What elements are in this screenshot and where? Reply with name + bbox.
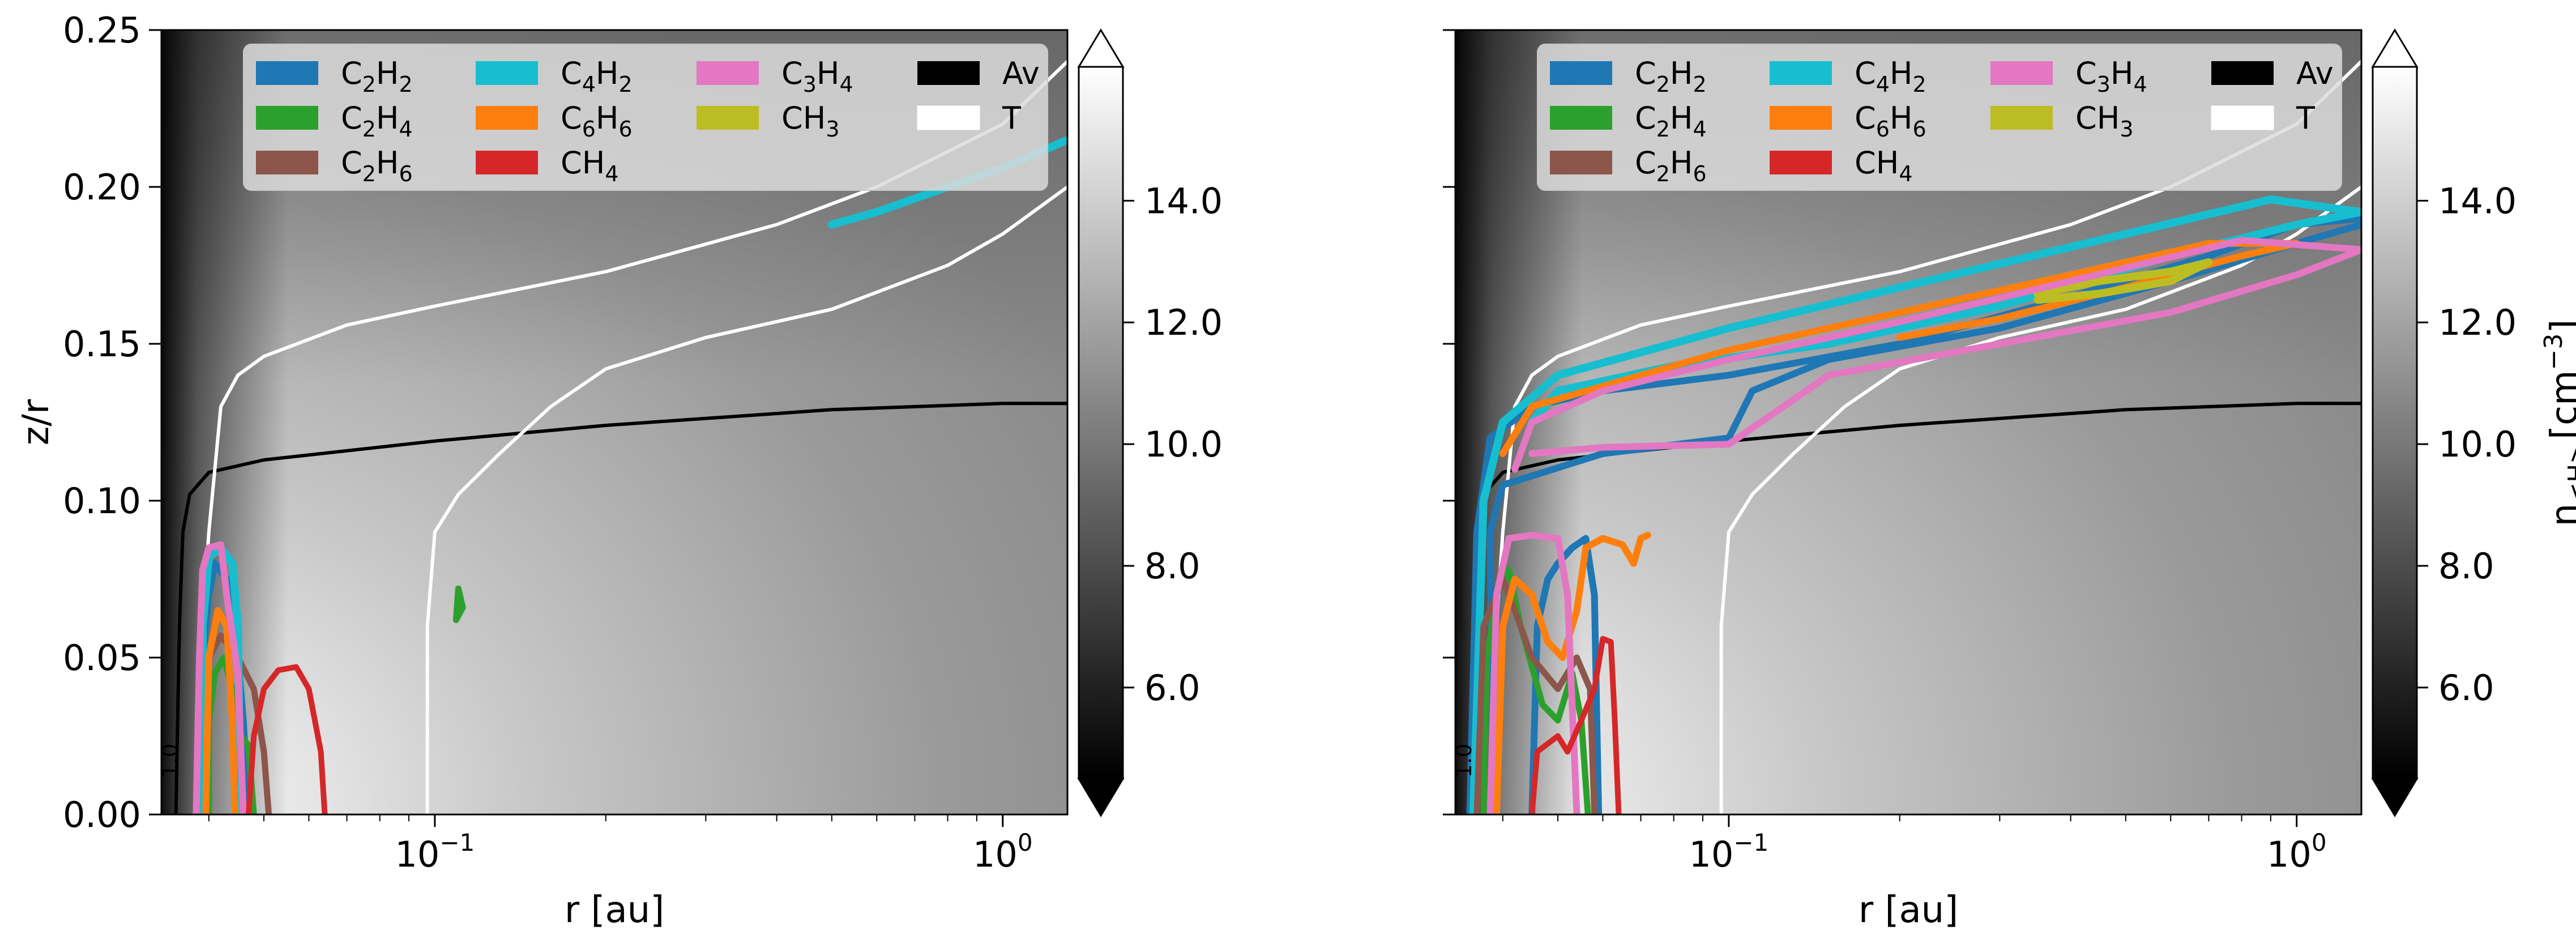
legend-swatch — [476, 151, 538, 174]
legend-label: Av — [2296, 56, 2334, 91]
legend-label: T — [1002, 100, 1022, 136]
colorbar: 6.0 8.0 10.0 12.0 14.0 6.0 8.0 10.0 12.0 14.0 n<H>… — [1077, 28, 2576, 817]
x-tick-label: 100 — [2267, 829, 2327, 875]
line-c3h4_high — [1511, 237, 2361, 473]
legend-label: C6H6 — [1855, 100, 1926, 142]
y-tick-label: 0.00 — [63, 794, 141, 835]
legend-label: C2H2 — [341, 56, 413, 97]
legend-label: CH4 — [1855, 145, 1913, 186]
colorbar-tick-label: 14.0 — [2438, 180, 2517, 221]
legend-swatch — [256, 61, 318, 85]
y-tick-label: 0.20 — [63, 167, 141, 208]
colorbar-label: n<H>[cm−3] — [2539, 319, 2576, 527]
legend-label: C2H4 — [341, 100, 413, 142]
colorbar-extend-min — [1077, 778, 1125, 817]
legend-label: CH3 — [2075, 100, 2134, 142]
legend-swatch — [1770, 106, 1832, 130]
legend-box — [1537, 44, 2342, 191]
y-axis-label: z/r — [15, 399, 57, 445]
legend-label: C6H6 — [561, 100, 633, 142]
legend-swatch — [2211, 61, 2274, 85]
line-ch4 — [246, 664, 328, 814]
axes-frame — [1454, 29, 2363, 816]
legend-swatch — [917, 61, 980, 85]
x-axis-label: r [au] — [565, 889, 664, 931]
line-t_lower — [425, 185, 1067, 814]
legend-label: T — [2296, 100, 2316, 136]
y-tick-label: 0.05 — [63, 637, 141, 679]
line-c6h6 — [202, 607, 239, 814]
line-c3h4 — [1486, 531, 1580, 814]
legend-label: CH4 — [561, 145, 619, 186]
legend-swatch — [917, 105, 980, 130]
legend-label: CH3 — [781, 100, 840, 142]
legend-swatch — [1990, 61, 2053, 85]
legend-swatch — [697, 61, 759, 85]
colorbar-tick-label: 8.0 — [1144, 545, 1201, 587]
legend-label: Av — [1002, 56, 1040, 91]
legend-label: C4H2 — [1855, 56, 1926, 97]
line-ch4 — [1529, 636, 1622, 814]
legend-swatch — [2211, 105, 2274, 130]
x-tick-label: 10−1 — [1689, 829, 1768, 875]
line-c2h4 — [1480, 566, 1591, 814]
line-ch3 — [2034, 258, 2213, 304]
colorbar-tick-label: 10.0 — [2438, 424, 2517, 465]
colorbar-tick-label: 6.0 — [2438, 667, 2494, 709]
right-panel: 1.0 10−1 100 r [au] C2H2 C4H2 C3H4 Av C2H4 C6H6… — [1443, 29, 2363, 931]
colorbar-extend-max — [1077, 28, 1125, 68]
line-c6h6 — [1493, 531, 1651, 814]
y-tick-label: 0.10 — [63, 480, 141, 522]
legend-swatch — [1550, 61, 1612, 85]
legend-label: C2H4 — [1635, 100, 1707, 142]
legend-swatch — [1990, 106, 2053, 130]
legend-label: C3H4 — [2075, 56, 2147, 97]
legend-label: C2H6 — [1635, 145, 1707, 186]
colorbar-extend-min — [2371, 778, 2419, 817]
legend-swatch — [476, 106, 538, 130]
x-axis-label: r [au] — [1859, 889, 1958, 931]
line-c3h4 — [193, 541, 247, 814]
colorbar-tick-label: 6.0 — [1144, 667, 1201, 709]
legend-swatch — [1550, 106, 1612, 130]
colorbar-tick-label: 14.0 — [1144, 180, 1223, 221]
colorbar-tick-label: 12.0 — [1144, 302, 1223, 343]
legend-swatch — [476, 61, 538, 85]
x-tick-label: 100 — [973, 829, 1033, 875]
colorbar-gradient — [2372, 66, 2418, 780]
legend-swatch — [256, 106, 318, 130]
colorbar-tick-label: 10.0 — [1144, 424, 1223, 465]
legend-box — [243, 44, 1048, 191]
colorbar-extend-max — [2371, 28, 2419, 68]
left-panel: 1.0 10−1 100 0.00 0.05 0.10 0.15 0.20 0.25 r [au… — [15, 10, 1069, 931]
x-tick-label: 10−1 — [395, 829, 475, 875]
legend-label: C2H2 — [1635, 56, 1707, 97]
contour-label: 1.0 — [157, 744, 182, 778]
line-c2h4_spot — [452, 585, 466, 623]
line-c2h6 — [1473, 576, 1598, 814]
legend-label: C3H4 — [781, 56, 853, 97]
legend-swatch — [1550, 151, 1612, 174]
y-tick-label: 0.25 — [63, 10, 141, 51]
legend-label: C4H2 — [561, 56, 633, 97]
colorbar-gradient — [1078, 66, 1124, 780]
legend-swatch — [697, 106, 759, 130]
colorbar-tick-label: 12.0 — [2438, 302, 2517, 343]
legend-swatch — [256, 151, 318, 174]
legend-swatch — [1770, 61, 1832, 85]
y-tick-label: 0.15 — [63, 323, 141, 365]
line-av — [174, 402, 1067, 814]
colorbar-tick-label: 8.0 — [2438, 545, 2494, 587]
legend-label: C2H6 — [341, 145, 413, 186]
contour-label: 1.0 — [1451, 744, 1476, 778]
legend-swatch — [1770, 151, 1832, 174]
axes-frame — [160, 29, 1069, 816]
